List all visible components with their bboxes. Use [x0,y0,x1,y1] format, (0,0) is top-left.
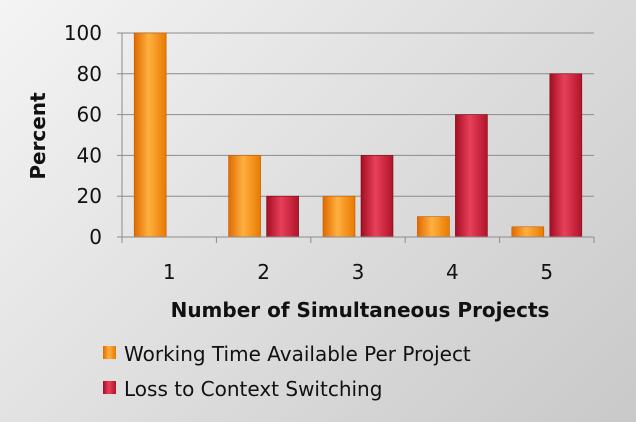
x-tick-label-5: 5 [540,260,553,284]
bar-series2-5 [549,73,583,238]
bars [133,32,583,238]
x-tick-label-3: 3 [352,260,365,284]
y-tick-label-40: 40 [77,143,102,167]
bar-series1-4 [417,216,450,238]
legend-label-context-switching: Loss to Context Switching [124,377,382,401]
y-tick-label-20: 20 [77,184,102,208]
legend-swatch-working-time [103,346,116,359]
bar-series2-2 [266,195,299,238]
bar-series2-4 [455,114,488,238]
bar-series1-2 [228,155,261,238]
bar-series2-3 [360,155,394,238]
y-axis-title: Percent [26,92,50,180]
y-tick-label-100: 100 [64,21,102,45]
bar-series1-1 [133,32,167,238]
legend-swatch-context-switching [103,381,116,394]
axes [117,32,595,243]
bar-series1-5 [511,226,545,238]
gridlines [122,32,594,238]
bar-series1-3 [322,195,356,238]
y-tick-label-0: 0 [89,225,102,249]
tick-labels: 0 20 40 60 80 100 1 2 3 4 5 [64,21,553,284]
x-tick-label-2: 2 [257,260,270,284]
x-tick-label-1: 1 [163,260,176,284]
y-tick-label-80: 80 [77,62,102,86]
legend: Working Time Available Per Project Loss … [103,342,471,401]
x-axis-title: Number of Simultaneous Projects [171,298,550,322]
x-tick-label-4: 4 [446,260,459,284]
legend-label-working-time: Working Time Available Per Project [124,342,471,366]
y-tick-label-60: 60 [77,103,102,127]
